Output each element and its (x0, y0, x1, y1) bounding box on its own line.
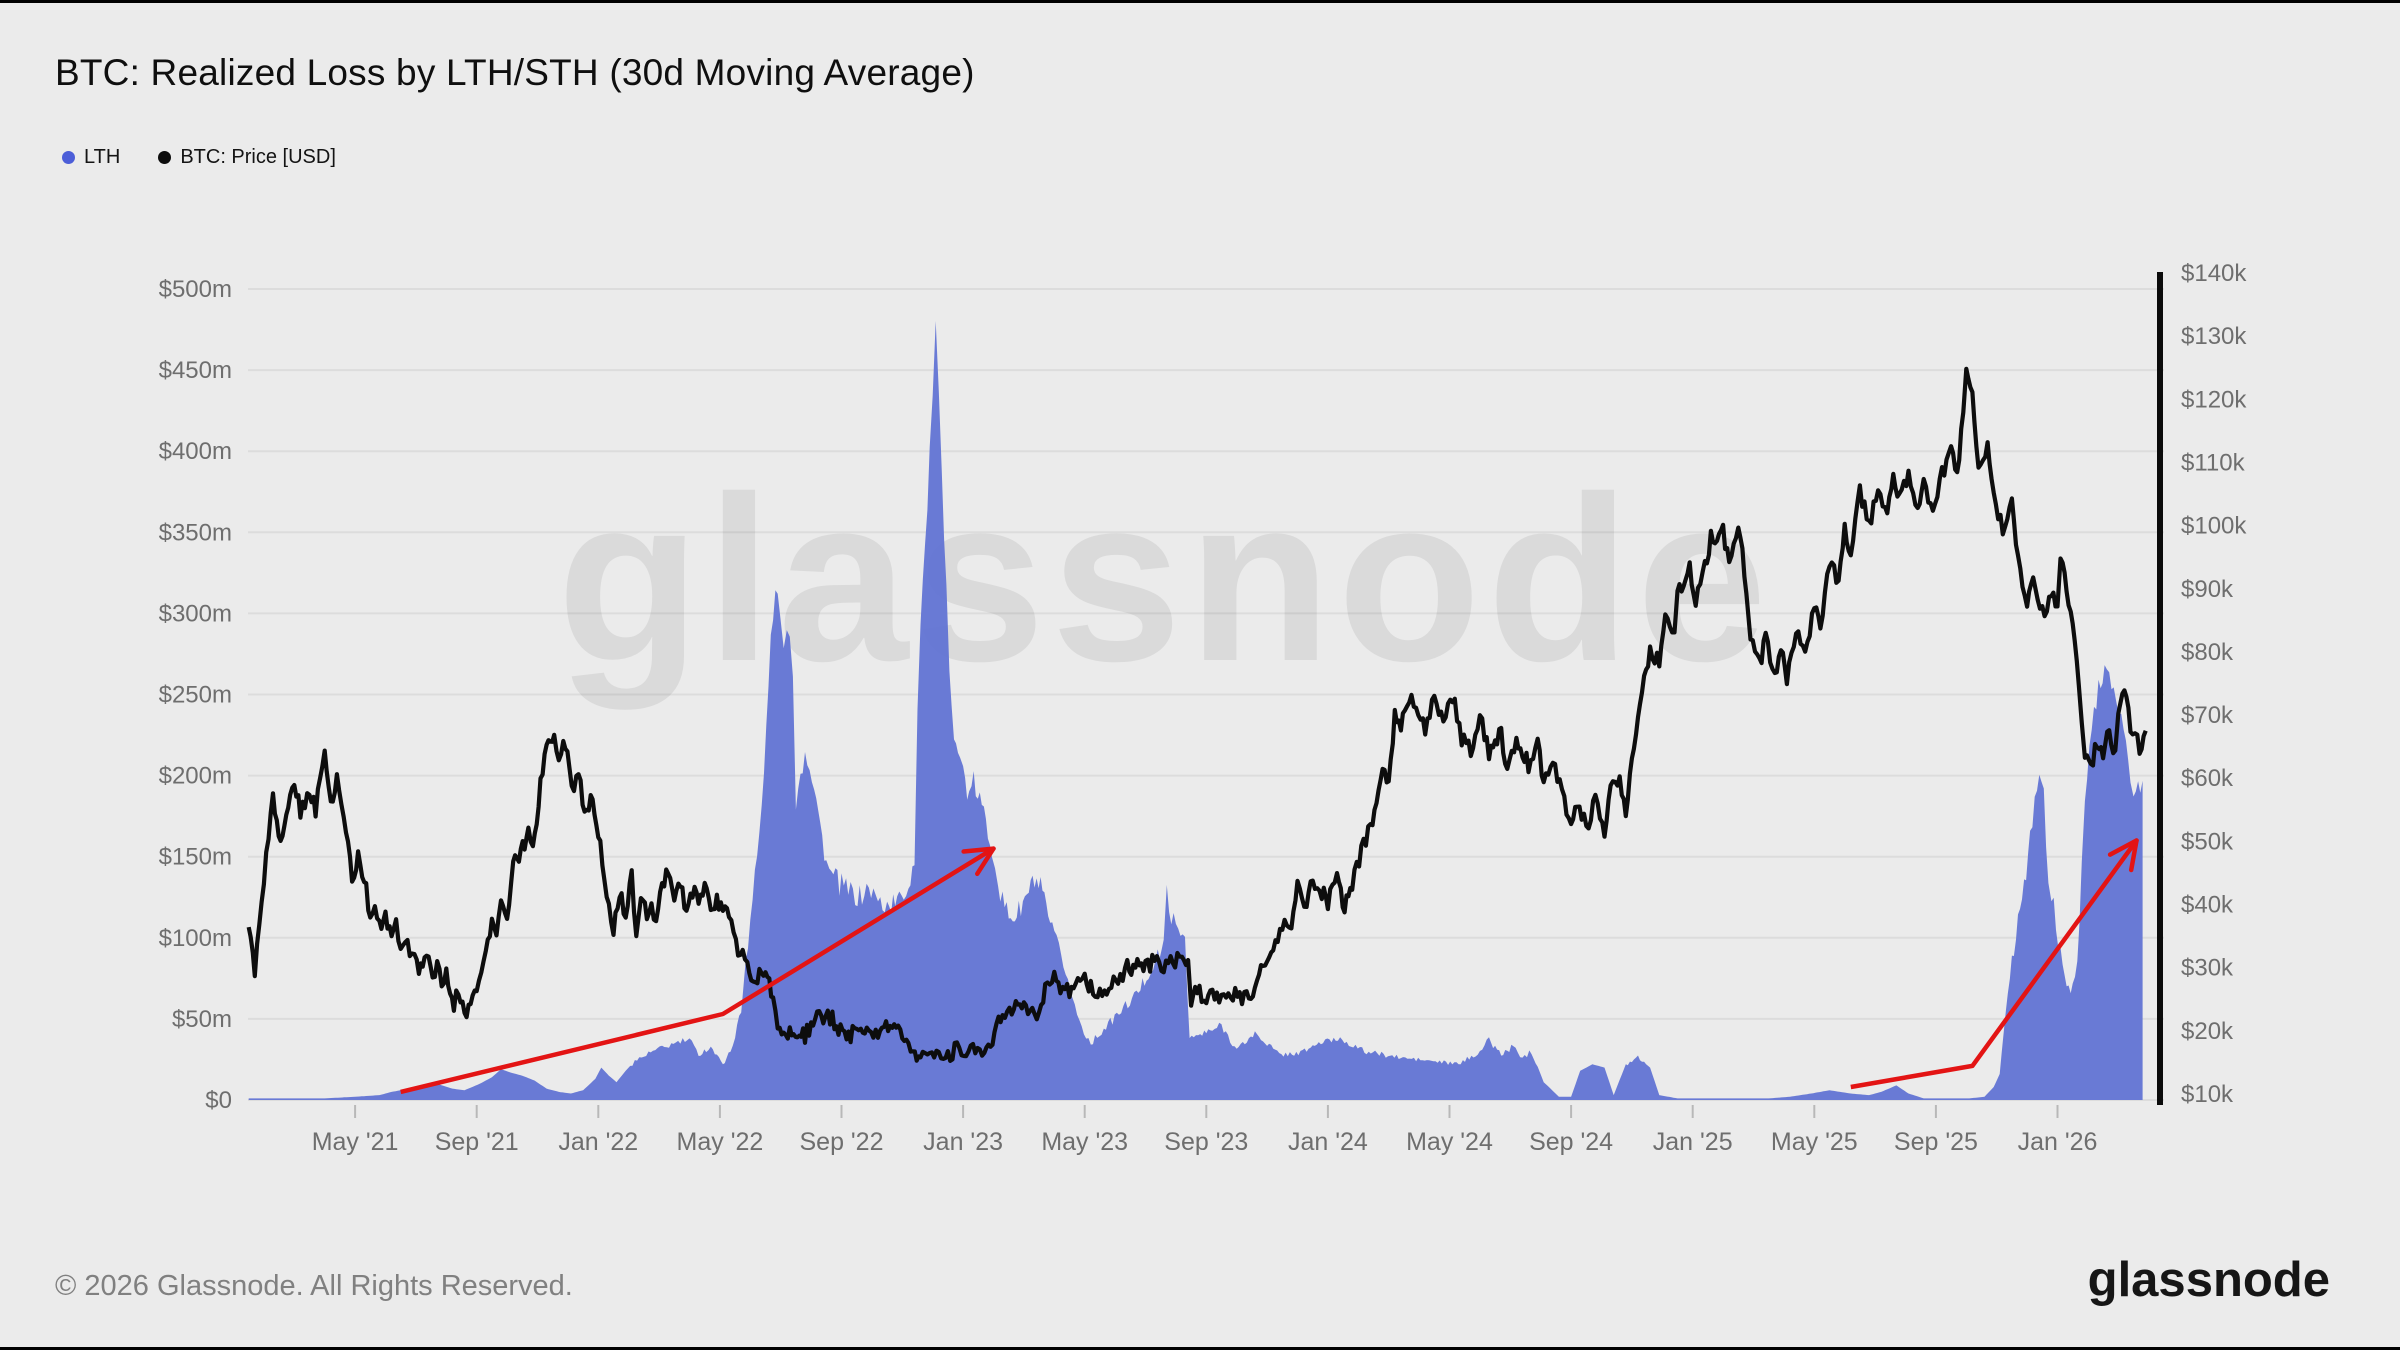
svg-text:Sep '23: Sep '23 (1164, 1128, 1248, 1156)
svg-text:Jan '23: Jan '23 (923, 1128, 1003, 1156)
legend-label-btc-price: BTC: Price [USD] (180, 146, 336, 168)
svg-text:$110k: $110k (2181, 449, 2246, 476)
svg-text:May '24: May '24 (1406, 1128, 1493, 1156)
svg-text:$130k: $130k (2181, 323, 2247, 350)
svg-text:May '21: May '21 (312, 1128, 399, 1156)
svg-text:$300m: $300m (159, 600, 232, 627)
svg-text:$250m: $250m (159, 682, 232, 709)
svg-text:Jan '22: Jan '22 (558, 1128, 638, 1156)
svg-text:$450m: $450m (159, 357, 232, 384)
svg-text:$80k: $80k (2181, 639, 2234, 666)
svg-text:$60k: $60k (2181, 765, 2234, 792)
svg-text:Sep '21: Sep '21 (435, 1128, 519, 1156)
svg-text:$100m: $100m (159, 925, 232, 952)
btc-price-series-dot-icon (158, 151, 172, 164)
svg-text:May '23: May '23 (1041, 1128, 1128, 1156)
svg-text:Sep '22: Sep '22 (799, 1128, 883, 1156)
legend-item-btc-price[interactable]: BTC: Price [USD] (158, 146, 336, 169)
svg-text:$350m: $350m (159, 519, 232, 546)
svg-text:$400m: $400m (159, 438, 232, 465)
svg-text:$50m: $50m (172, 1006, 232, 1033)
svg-text:Jan '24: Jan '24 (1288, 1128, 1368, 1156)
svg-text:$20k: $20k (2181, 1018, 2234, 1045)
svg-text:$500m: $500m (159, 276, 232, 303)
legend-item-lth[interactable]: LTH (62, 146, 120, 169)
svg-text:$50k: $50k (2181, 828, 2234, 855)
svg-text:$140k: $140k (2181, 260, 2247, 287)
window-top-edge (0, 0, 2400, 3)
svg-text:$120k: $120k (2181, 386, 2247, 413)
svg-text:$40k: $40k (2181, 892, 2234, 919)
svg-text:$70k: $70k (2181, 702, 2234, 729)
lth-series-dot-icon (62, 151, 75, 164)
svg-text:May '25: May '25 (1771, 1128, 1858, 1156)
page-title: BTC: Realized Loss by LTH/STH (30d Movin… (55, 52, 975, 93)
glassnode-logo: glassnode (2087, 1253, 2330, 1307)
copyright-text: © 2026 Glassnode. All Rights Reserved. (55, 1270, 573, 1302)
svg-text:$200m: $200m (159, 763, 232, 790)
svg-text:$90k: $90k (2181, 576, 2234, 603)
svg-text:$30k: $30k (2181, 955, 2234, 982)
svg-text:Sep '24: Sep '24 (1529, 1128, 1613, 1156)
svg-text:$10k: $10k (2181, 1081, 2234, 1108)
svg-text:$150m: $150m (159, 844, 232, 871)
chart-legend: LTH BTC: Price [USD] (62, 146, 336, 169)
svg-text:$100k: $100k (2181, 513, 2247, 540)
svg-text:$0: $0 (205, 1087, 232, 1114)
svg-text:Sep '25: Sep '25 (1894, 1128, 1978, 1156)
svg-text:May '22: May '22 (677, 1128, 764, 1156)
svg-text:Jan '26: Jan '26 (2018, 1128, 2098, 1156)
svg-text:Jan '25: Jan '25 (1653, 1128, 1733, 1156)
window-bottom-edge (0, 1347, 2400, 1350)
legend-label-lth: LTH (84, 146, 121, 168)
glassnode-watermark: glassnode (557, 447, 1773, 710)
